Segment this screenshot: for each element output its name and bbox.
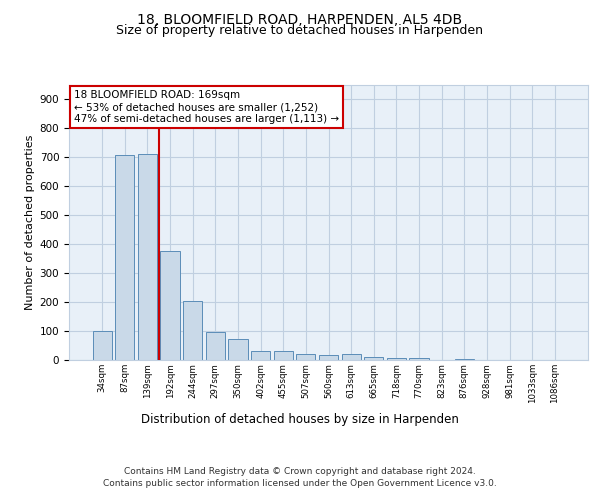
- Bar: [319, 355, 338, 360]
- Bar: [251, 352, 270, 360]
- Bar: [229, 340, 248, 360]
- Text: 18, BLOOMFIELD ROAD, HARPENDEN, AL5 4DB: 18, BLOOMFIELD ROAD, HARPENDEN, AL5 4DB: [137, 12, 463, 26]
- Bar: [296, 354, 316, 360]
- Text: Contains public sector information licensed under the Open Government Licence v3: Contains public sector information licen…: [103, 479, 497, 488]
- Text: Size of property relative to detached houses in Harpenden: Size of property relative to detached ho…: [116, 24, 484, 37]
- Bar: [341, 354, 361, 360]
- Bar: [92, 331, 112, 360]
- Y-axis label: Number of detached properties: Number of detached properties: [25, 135, 35, 310]
- Bar: [274, 352, 293, 360]
- Bar: [409, 358, 428, 360]
- Text: Distribution of detached houses by size in Harpenden: Distribution of detached houses by size …: [141, 412, 459, 426]
- Bar: [455, 358, 474, 360]
- Bar: [364, 357, 383, 360]
- Bar: [206, 332, 225, 360]
- Bar: [387, 358, 406, 360]
- Bar: [138, 154, 157, 360]
- Text: 18 BLOOMFIELD ROAD: 169sqm
← 53% of detached houses are smaller (1,252)
47% of s: 18 BLOOMFIELD ROAD: 169sqm ← 53% of deta…: [74, 90, 340, 124]
- Text: Contains HM Land Registry data © Crown copyright and database right 2024.: Contains HM Land Registry data © Crown c…: [124, 468, 476, 476]
- Bar: [115, 156, 134, 360]
- Bar: [160, 252, 180, 360]
- Bar: [183, 300, 202, 360]
